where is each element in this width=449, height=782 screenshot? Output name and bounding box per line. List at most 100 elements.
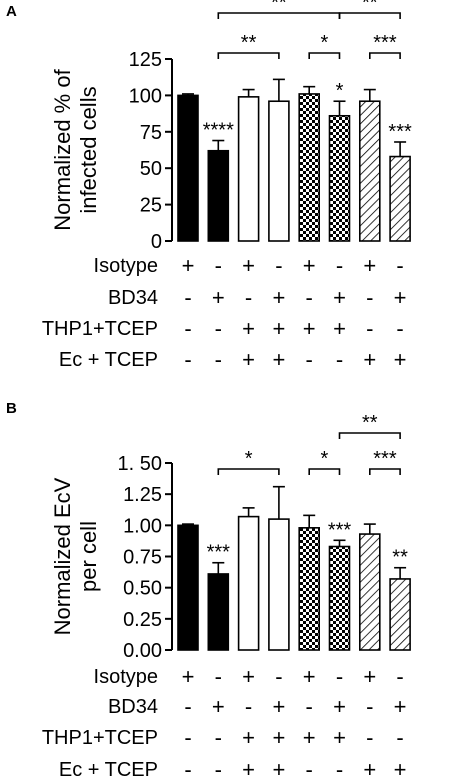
panel-b-condition-symbol: - <box>215 664 222 689</box>
panel-letter-b: B <box>6 400 17 417</box>
panel-b-bar-significance: *** <box>207 542 231 564</box>
panel-a-bracket-significance: ** <box>271 0 287 14</box>
panel-b-bracket-significance: * <box>245 448 253 470</box>
panel-b-comparison-bracket <box>338 432 401 439</box>
panel-b-condition-symbol: + <box>363 757 376 782</box>
panel-a-condition-symbol: + <box>212 285 225 310</box>
panel-b-condition-symbol: - <box>396 664 403 689</box>
panel-b-y-tick-label: 0.75 <box>123 547 162 569</box>
panel-b-condition-symbol: - <box>275 664 282 689</box>
panel-a-y-tick-label: 25 <box>140 195 162 217</box>
panel-b-y-axis-title-line: per cell <box>76 521 101 592</box>
panel-b-condition-symbol: + <box>212 694 225 719</box>
panel-b-bracket-significance: * <box>320 448 328 470</box>
panel-a-bar <box>328 114 351 242</box>
panel-b-bar <box>358 533 381 651</box>
panel-b-bar <box>237 515 260 651</box>
panel-b-condition-symbol: - <box>306 757 313 782</box>
panel-a-condition-symbol: + <box>394 347 407 372</box>
panel-a-bar <box>207 149 230 242</box>
panel-b-condition-symbol: + <box>303 664 316 689</box>
panel-a-condition-label: Ec + TCEP <box>59 349 158 371</box>
panel-b-condition-symbol: + <box>394 694 407 719</box>
panel-a-condition-symbol: - <box>245 285 252 310</box>
panel-letter-a: A <box>6 3 17 20</box>
panel-a-condition-symbol: - <box>396 316 403 341</box>
panel-a-condition-label: Isotype <box>94 255 158 277</box>
panel-a-y-tick-label: 100 <box>129 85 162 107</box>
panel-a-y-axis-title-line: infected cells <box>76 86 101 213</box>
panel-b-condition-symbol: + <box>333 725 346 750</box>
panel-a-condition-symbol: - <box>336 253 343 278</box>
panel-b-bracket-significance: *** <box>373 448 397 470</box>
panel-b-condition-symbol: + <box>182 664 195 689</box>
panel-b-condition-symbol: + <box>272 694 285 719</box>
panel-b-y-tick-label: 0.50 <box>123 578 162 600</box>
panel-a-comparison-bracket <box>217 52 280 59</box>
panel-a-chart: 0 25 50 75 100 125 Normalized % ofinfected cel… <box>42 0 412 372</box>
panel-a-comparison-bracket <box>369 52 401 59</box>
panel-a-bracket-significance: ** <box>241 32 257 54</box>
panel-a-bracket-significance: *** <box>373 32 397 54</box>
panel-b-comparison-bracket <box>308 468 341 475</box>
panel-a-condition-symbol: - <box>215 347 222 372</box>
panel-b-y-tick-label: 0.25 <box>123 609 162 631</box>
panel-b-y-tick-label: 0.00 <box>123 640 162 662</box>
panel-b-condition-symbol: + <box>272 757 285 782</box>
panel-a-condition-symbol: + <box>394 285 407 310</box>
panel-b-condition-label: Ec + TCEP <box>59 759 158 781</box>
panel-b-condition-symbol: + <box>363 664 376 689</box>
panel-b-condition-symbol: + <box>303 725 316 750</box>
panel-b-bracket-significance: ** <box>362 412 378 434</box>
panel-b-bar-significance: *** <box>328 519 352 541</box>
panel-a-condition-symbol: + <box>333 285 346 310</box>
panel-b-condition-label: Isotype <box>94 666 158 688</box>
panel-b-y-axis-title: Normalized EcVper cell <box>50 477 101 635</box>
panel-b-y-tick-label: 1. 50 <box>118 453 162 475</box>
panel-a-bar <box>177 94 199 242</box>
panel-b-comparison-bracket <box>369 468 401 475</box>
panel-a-y-tick-label: 75 <box>140 122 162 144</box>
panel-a-condition-symbol: + <box>242 347 255 372</box>
panel-a-condition-symbol: + <box>333 316 346 341</box>
panel-a-condition-symbol: + <box>182 253 195 278</box>
panel-a-condition-symbol: - <box>336 347 343 372</box>
panel-a-bar-significance: * <box>336 80 344 102</box>
panel-b-condition-symbol: - <box>184 757 191 782</box>
panel-a-bracket-significance: * <box>320 32 328 54</box>
panel-b-bar <box>177 524 199 651</box>
panel-a-condition-symbol: + <box>303 253 316 278</box>
panel-a-condition-symbol: - <box>366 316 373 341</box>
panel-b-chart: 0.00 0.25 0.50 0.75 1.00 1.25 1. 50 Normalized … <box>42 412 411 782</box>
panel-a-bar <box>268 100 290 242</box>
panel-a-condition-symbol: - <box>184 347 191 372</box>
panel-a-condition-symbol: - <box>366 285 373 310</box>
panel-b-condition-symbol: - <box>396 725 403 750</box>
panel-a-y-axis-title: Normalized % ofinfected cells <box>50 68 101 230</box>
panel-b-y-tick-label: 1.25 <box>123 484 162 506</box>
panel-a-condition-symbol: - <box>275 253 282 278</box>
panel-b-condition-symbol: + <box>242 664 255 689</box>
panel-a-condition-symbol: + <box>242 253 255 278</box>
panel-a-condition-symbol: + <box>363 347 376 372</box>
panel-b-condition-symbol: - <box>366 694 373 719</box>
panel-a-comparison-bracket <box>338 12 401 19</box>
panel-a-condition-label: BD34 <box>108 287 158 309</box>
panel-a-condition-symbol: + <box>272 316 285 341</box>
panel-a-condition-symbol: - <box>306 285 313 310</box>
panel-b-condition-symbol: - <box>245 694 252 719</box>
panel-a-comparison-bracket <box>308 52 341 59</box>
panel-a-condition-symbol: + <box>242 316 255 341</box>
panel-b-condition-symbol: - <box>336 757 343 782</box>
panel-b-condition-symbol: + <box>242 757 255 782</box>
panel-b-condition-symbol: + <box>394 757 407 782</box>
panel-b-condition-symbol: - <box>215 757 222 782</box>
panel-a-bar <box>358 100 381 242</box>
panel-a-condition-symbol: - <box>396 253 403 278</box>
panel-b-condition-label: THP1+TCEP <box>42 727 158 749</box>
panel-a-condition-symbol: + <box>272 285 285 310</box>
panel-a-bar <box>389 155 411 242</box>
panel-b-bar <box>268 518 290 651</box>
panel-a-condition-symbol: + <box>303 316 316 341</box>
